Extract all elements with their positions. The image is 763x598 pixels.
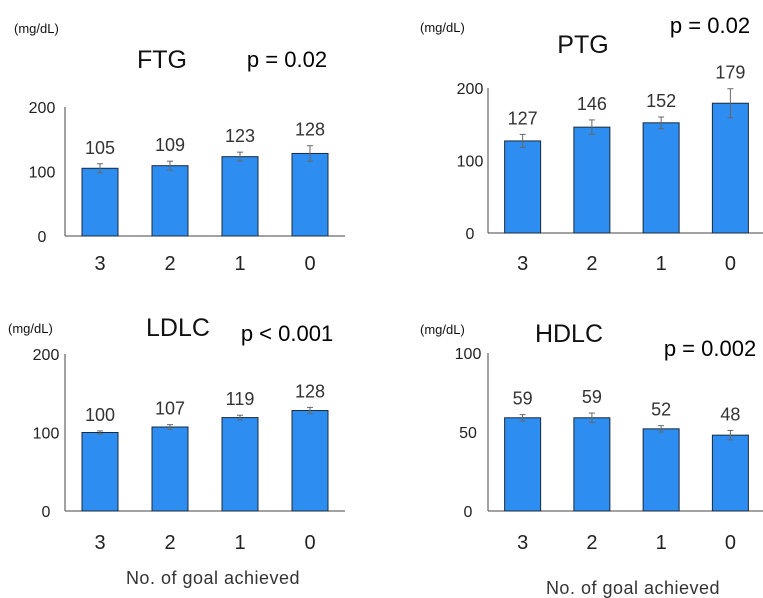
unit-label: (mg/dL) xyxy=(420,322,465,337)
p-value: p = 0.002 xyxy=(664,336,756,361)
chart-panel-ldlc: (mg/dL) LDLC p < 0.001 0 100 200 100 3 107 2 119 1 1… xyxy=(8,314,345,588)
data-label: 100 xyxy=(85,405,115,425)
x-tick-label: 1 xyxy=(656,532,667,554)
unit-label: (mg/dL) xyxy=(420,20,465,35)
chart-title: FTG xyxy=(137,46,187,74)
x-tick-label: 3 xyxy=(517,253,528,275)
bar xyxy=(151,165,189,237)
x-tick-label: 3 xyxy=(94,253,105,275)
y-tick-label: 100 xyxy=(29,165,56,182)
data-label: 59 xyxy=(582,387,602,407)
x-tick-label: 2 xyxy=(586,253,597,275)
data-label: 152 xyxy=(646,91,676,111)
data-label: 105 xyxy=(85,138,115,158)
x-tick-label: 3 xyxy=(94,532,105,554)
bar xyxy=(81,167,119,237)
chart-title: HDLC xyxy=(535,320,603,348)
data-label: 123 xyxy=(225,126,255,146)
data-label: 119 xyxy=(226,389,255,409)
y-tick-label: 0 xyxy=(466,226,475,243)
p-value: p = 0.02 xyxy=(247,47,327,72)
data-label: 52 xyxy=(651,400,671,420)
y-tick-label: 50 xyxy=(459,425,477,442)
x-tick-label: 3 xyxy=(517,532,528,554)
y-tick-label: 100 xyxy=(33,426,60,443)
bar xyxy=(711,102,749,234)
data-label: 109 xyxy=(155,135,185,155)
bar xyxy=(642,122,680,234)
chart-title: LDLC xyxy=(146,314,210,342)
bar xyxy=(221,156,259,237)
x-axis-label: No. of goal achieved xyxy=(126,568,300,588)
p-value: p = 0.02 xyxy=(670,13,750,38)
bar xyxy=(711,434,749,512)
x-tick-label: 0 xyxy=(304,253,315,275)
data-label: 59 xyxy=(513,389,533,409)
x-tick-label: 1 xyxy=(234,253,245,275)
x-tick-label: 1 xyxy=(656,253,667,275)
x-tick-label: 0 xyxy=(725,253,736,275)
y-tick-label: 200 xyxy=(33,347,60,364)
bar xyxy=(221,417,259,512)
chart-panel-ptg: (mg/dL) PTG p = 0.02 0 100 200 127 3 146 2 152 1 179… xyxy=(420,13,763,275)
y-tick-label: 200 xyxy=(457,81,484,98)
bar xyxy=(504,140,542,234)
bar xyxy=(573,417,611,512)
chart-panel-ftg: (mg/dL) FTG p = 0.02 0 100 200 105 3 109 2 123 1 128… xyxy=(14,21,345,275)
y-tick-label: 0 xyxy=(38,229,47,246)
bar xyxy=(504,417,542,512)
chart-panel-hdlc: (mg/dL) HDLC p = 0.002 0 50 100 59 3 59 2 52 1 48 0 No… xyxy=(420,320,763,598)
data-label: 128 xyxy=(295,120,325,140)
bar xyxy=(151,426,189,512)
data-label: 179 xyxy=(715,63,745,83)
bar xyxy=(642,428,680,512)
x-tick-label: 1 xyxy=(234,532,245,554)
unit-label: (mg/dL) xyxy=(8,321,53,336)
y-tick-label: 0 xyxy=(42,504,51,521)
x-tick-label: 0 xyxy=(304,532,315,554)
x-tick-label: 2 xyxy=(586,532,597,554)
y-tick-label: 100 xyxy=(457,154,484,171)
x-axis-label: No. of goal achieved xyxy=(546,578,720,598)
unit-label: (mg/dL) xyxy=(14,21,59,36)
data-label: 146 xyxy=(577,94,607,114)
bar xyxy=(81,432,119,512)
bar xyxy=(573,126,611,234)
y-tick-label: 0 xyxy=(464,504,473,521)
chart-title: PTG xyxy=(557,31,608,59)
data-label: 128 xyxy=(295,381,325,401)
data-label: 107 xyxy=(155,399,185,419)
p-value: p < 0.001 xyxy=(241,321,333,346)
data-label: 48 xyxy=(720,404,740,424)
y-tick-label: 200 xyxy=(29,100,56,117)
x-tick-label: 0 xyxy=(725,532,736,554)
data-label: 127 xyxy=(508,108,538,128)
x-tick-label: 2 xyxy=(164,253,175,275)
bar xyxy=(291,152,329,237)
bar xyxy=(291,410,329,512)
x-tick-label: 2 xyxy=(164,532,175,554)
y-tick-label: 100 xyxy=(455,346,482,363)
